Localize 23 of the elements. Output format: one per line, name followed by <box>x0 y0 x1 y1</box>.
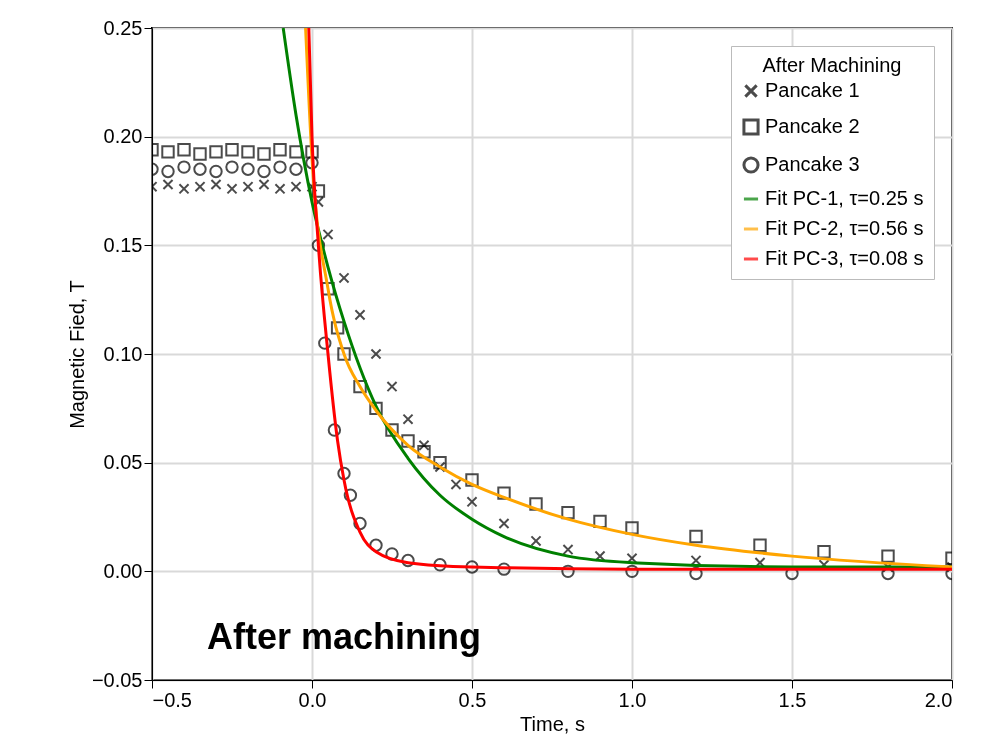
y-tick-label: 0.20 <box>103 125 143 148</box>
x-axis-title: Time, s <box>520 712 585 735</box>
y-tick-label: 0.25 <box>103 16 143 39</box>
legend-label: Fit PC-1, τ=0.25 s <box>765 187 924 209</box>
y-tick-label: 0.00 <box>103 559 143 582</box>
legend-label: Pancake 2 <box>765 115 860 137</box>
x-tick-label: 2.0 <box>924 688 953 711</box>
annotation: After machining <box>207 616 482 657</box>
y-tick-label: 0.15 <box>103 233 143 256</box>
legend-label: Pancake 1 <box>765 79 860 101</box>
x-tick-label: −0.5 <box>152 688 192 711</box>
y-tick-label: −0.05 <box>91 668 143 691</box>
x-tick-label: 1.5 <box>778 688 807 711</box>
legend-label: Fit PC-2, τ=0.56 s <box>765 217 924 239</box>
x-tick-label: 0.0 <box>298 688 327 711</box>
legend-title: After Machining <box>762 54 902 76</box>
legend-label: Pancake 3 <box>765 153 860 175</box>
legend-label: Fit PC-3, τ=0.08 s <box>765 247 924 269</box>
y-tick-label: 0.05 <box>103 451 143 474</box>
y-tick-label: 0.10 <box>103 342 143 365</box>
x-tick-label: 0.5 <box>458 688 487 711</box>
x-tick-label: 1.0 <box>618 688 647 711</box>
y-axis-title: Magnetic Fied, T <box>65 280 88 429</box>
